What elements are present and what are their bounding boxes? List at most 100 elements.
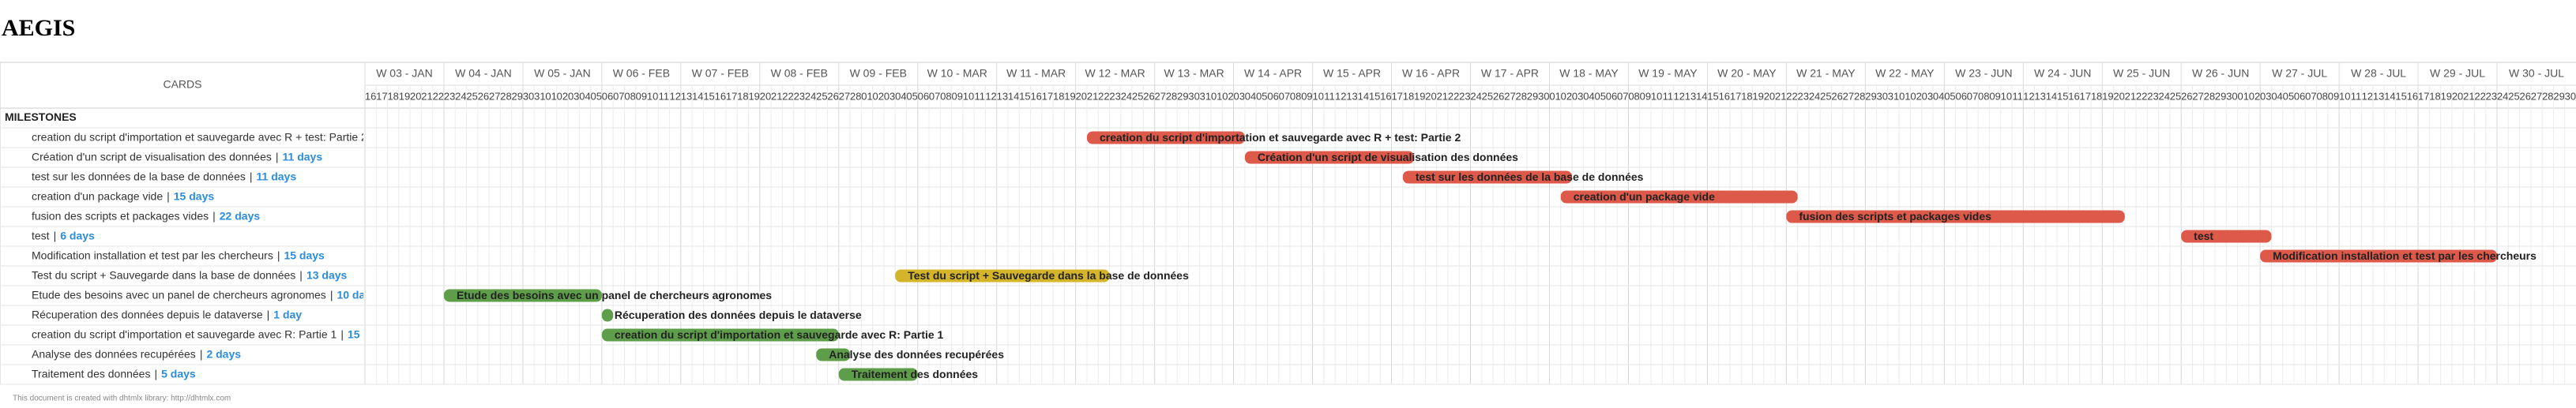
day-label: 19: [748, 90, 759, 102]
day-label: 03: [568, 90, 579, 102]
task-label: test | 6 days: [32, 229, 95, 241]
day-label: 25: [2170, 90, 2181, 102]
day-label: 22: [2474, 90, 2485, 102]
task-name: fusion des scripts et packages vides: [32, 209, 209, 222]
day-label: 26: [478, 90, 489, 102]
task-name: creation du script d'importation et sauv…: [32, 130, 367, 143]
separator: |: [299, 268, 303, 281]
day-label: 12: [669, 90, 680, 102]
week-label: W 10 - MAR: [927, 67, 987, 80]
day-label: 19: [1414, 90, 1425, 102]
day-label: 07: [1617, 90, 1628, 102]
week-label: W 28 - JUL: [2351, 67, 2406, 80]
week-label: W 23 - JUN: [1955, 67, 2012, 80]
day-label: 31: [534, 90, 545, 102]
day-label: 12: [1335, 90, 1346, 102]
day-label: 16: [365, 90, 376, 102]
task-name: creation du script d'importation et sauv…: [32, 328, 337, 340]
task-duration: 10 days: [337, 288, 378, 301]
separator: |: [276, 150, 279, 163]
week-label: W 04 - JAN: [455, 67, 512, 80]
day-label: 04: [895, 90, 906, 102]
bar-label: Analyse des données recupérées: [829, 348, 1004, 361]
task-label: Modification installation et test par le…: [32, 249, 325, 261]
week-label: W 25 - JUN: [2113, 67, 2170, 80]
day-label: 13: [681, 90, 692, 102]
day-label: 05: [906, 90, 917, 102]
day-label: 04: [579, 90, 590, 102]
task-label: fusion des scripts et packages vides | 22 …: [32, 209, 260, 222]
day-label: 30: [1877, 90, 1888, 102]
task-duration: 11 days: [283, 150, 323, 163]
day-label: 24: [1809, 90, 1820, 102]
task-duration: 11 days: [257, 170, 297, 182]
day-label: 23: [2486, 90, 2497, 102]
week-label: W 30 - JUL: [2509, 67, 2564, 80]
day-label: 14: [1008, 90, 1019, 102]
day-label: 05: [1944, 90, 1955, 102]
task-duration: 1 day: [273, 308, 302, 320]
day-label: 21: [2463, 90, 2474, 102]
day-label: 22: [1448, 90, 1459, 102]
day-label: 22: [1786, 90, 1797, 102]
week-label: W 21 - MAY: [1796, 67, 1856, 80]
separator: |: [212, 209, 216, 222]
day-label: 03: [2260, 90, 2271, 102]
week-label: W 03 - JAN: [376, 67, 433, 80]
day-label: 04: [1245, 90, 1256, 102]
week-label: W 09 - FEB: [850, 67, 907, 80]
day-label: 15: [1019, 90, 1030, 102]
day-label: 05: [1594, 90, 1605, 102]
day-label: 03: [884, 90, 895, 102]
day-label: 22: [782, 90, 793, 102]
day-label: 16: [2068, 90, 2079, 102]
task-name: Modification installation et test par le…: [32, 249, 273, 261]
day-label: 01: [1211, 90, 1222, 102]
day-label: 12: [2023, 90, 2034, 102]
day-label: 11: [2351, 90, 2362, 102]
day-label: 20: [410, 90, 421, 102]
day-label: 06: [918, 90, 929, 102]
day-label: 20: [1076, 90, 1087, 102]
day-label: 18: [1403, 90, 1414, 102]
task-label: Etude des besoins avec un panel de cherc…: [32, 288, 378, 301]
day-label: 14: [2384, 90, 2395, 102]
task-duration: 2 days: [206, 347, 241, 360]
day-label: 08: [1978, 90, 1989, 102]
bar-label: test: [2194, 230, 2213, 242]
week-label: W 13 - MAR: [1164, 67, 1224, 80]
title: AEGIS: [2, 15, 75, 41]
task-label: test sur les données de la base de donné…: [32, 170, 296, 182]
week-label: W 15 - APR: [1323, 67, 1381, 80]
week-label: W 26 - JUN: [2192, 67, 2249, 80]
day-label: 22: [1098, 90, 1109, 102]
day-label: 21: [1437, 90, 1448, 102]
day-label: 17: [1391, 90, 1402, 102]
day-label: 01: [1549, 90, 1560, 102]
day-label: 03: [1922, 90, 1933, 102]
day-label: 27: [839, 90, 850, 102]
day-label: 24: [455, 90, 466, 102]
task-duration: 15 days: [348, 328, 389, 340]
bar-label: fusion des scripts et packages vides: [1799, 210, 1991, 223]
bar-label: creation du script d'importation et sauv…: [1100, 131, 1461, 144]
day-label: 07: [929, 90, 940, 102]
day-label: 23: [444, 90, 455, 102]
day-label: 29: [1865, 90, 1876, 102]
day-label: 29: [1527, 90, 1538, 102]
day-label: 17: [1730, 90, 1741, 102]
day-label: 10: [2339, 90, 2350, 102]
day-label: 17: [2418, 90, 2429, 102]
day-label: 07: [613, 90, 624, 102]
day-label: 06: [1267, 90, 1278, 102]
task-name: Analyse des données recupérées: [32, 347, 196, 360]
task-bar: [1086, 131, 1245, 144]
day-label: 09: [2328, 90, 2339, 102]
week-label: W 07 - FEB: [692, 67, 749, 80]
day-label: 06: [602, 90, 613, 102]
week-label: W 05 - JAN: [534, 67, 591, 80]
day-label: 04: [1933, 90, 1944, 102]
day-label: 27: [1843, 90, 1854, 102]
day-label: 09: [1989, 90, 2000, 102]
day-label: 29: [2215, 90, 2226, 102]
